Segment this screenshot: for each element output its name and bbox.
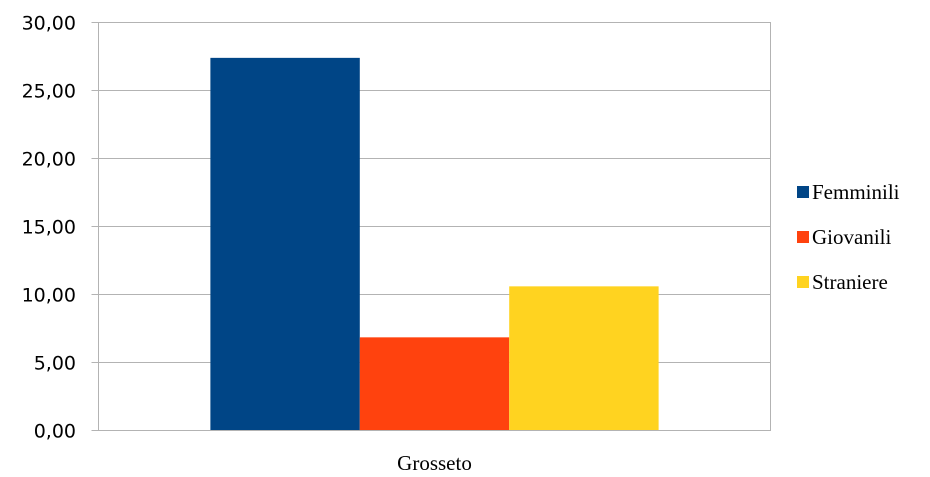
- legend-label-giovanili: Giovanili: [812, 225, 891, 249]
- y-tick-label: 15,00: [22, 217, 76, 239]
- y-axis-tick-labels: 0,00 5,00 10,00 15,00 20,00 25,00 30,00: [22, 13, 76, 443]
- legend-label-femminili: Femminili: [812, 180, 900, 204]
- bar-series: [210, 57, 659, 431]
- y-tick-label: 25,00: [22, 81, 76, 103]
- legend-swatch-straniere: [797, 276, 809, 288]
- legend-swatch-giovanili: [797, 231, 809, 243]
- bar-straniere: [509, 286, 659, 431]
- bar-giovanili: [359, 337, 510, 431]
- plot-area-frame: [98, 22, 771, 431]
- y-tick-label: 10,00: [22, 285, 76, 307]
- y-tick-label: 20,00: [22, 149, 76, 171]
- y-tick-label: 0,00: [34, 421, 76, 443]
- y-tick-label: 30,00: [22, 13, 76, 35]
- y-tick-label: 5,00: [34, 353, 76, 375]
- bar-femminili: [210, 57, 360, 431]
- legend-swatch-femminili: [797, 186, 809, 198]
- x-tick-label: Grosseto: [397, 451, 472, 475]
- x-axis-tick-labels: Grosseto: [397, 451, 472, 475]
- legend: Femminili Giovanili Straniere: [797, 180, 900, 294]
- legend-label-straniere: Straniere: [812, 270, 888, 294]
